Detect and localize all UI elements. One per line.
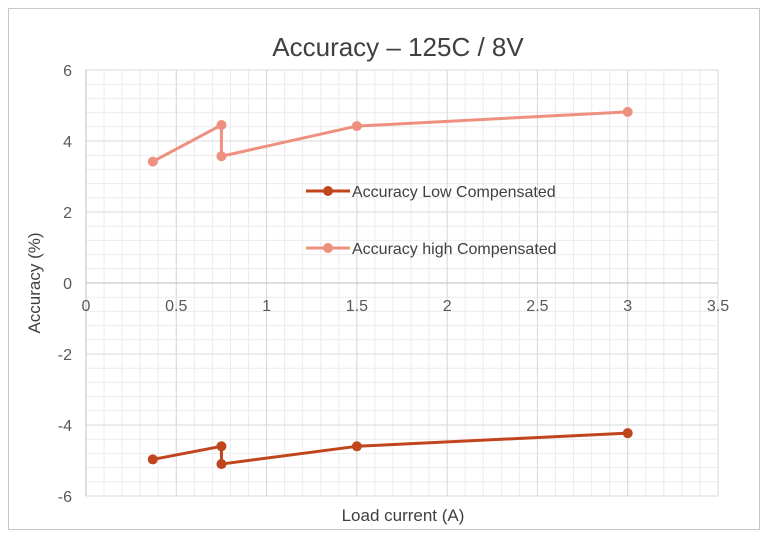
legend: Accuracy Low Compensated Accuracy high Co… (306, 184, 557, 258)
data-point (351, 121, 362, 132)
tick-labels: -6 -4 -2 0 2 4 6 0 0.5 1 1.5 2 2.5 3 3.5 (58, 63, 729, 506)
data-point (216, 459, 227, 470)
data-point (622, 106, 633, 117)
series-high-compensated (147, 106, 633, 167)
x-tick-label: 0.5 (165, 298, 187, 315)
axes (85, 70, 718, 496)
y-tick-label: -6 (58, 489, 72, 506)
x-tick-label: 0 (82, 298, 91, 315)
legend-swatch-marker (323, 186, 333, 196)
data-point (216, 441, 227, 452)
x-tick-label: 3.5 (707, 298, 729, 315)
legend-label: Accuracy Low Compensated (352, 184, 556, 201)
data-point (622, 428, 633, 439)
x-tick-label: 1.5 (346, 298, 368, 315)
x-tick-label: 2.5 (526, 298, 548, 315)
data-point (147, 156, 158, 167)
data-point (147, 454, 158, 465)
data-point (216, 151, 227, 162)
series (147, 106, 633, 470)
y-tick-label: 4 (63, 134, 72, 151)
y-tick-label: 2 (63, 205, 72, 222)
series-low-compensated (147, 428, 633, 470)
legend-item: Accuracy high Compensated (306, 241, 557, 258)
data-point (216, 120, 227, 131)
x-tick-label: 1 (262, 298, 271, 315)
data-point (351, 441, 362, 452)
y-axis-title: Accuracy (%) (25, 232, 44, 333)
chart-title: Accuracy – 125C / 8V (272, 32, 524, 62)
legend-label: Accuracy high Compensated (352, 241, 557, 258)
y-tick-label: -4 (58, 418, 72, 435)
y-tick-label: 6 (63, 63, 72, 80)
x-tick-label: 2 (443, 298, 452, 315)
y-tick-label: 0 (63, 276, 72, 293)
legend-swatch-marker (323, 243, 333, 253)
legend-item: Accuracy Low Compensated (306, 184, 556, 201)
y-tick-label: -2 (58, 347, 72, 364)
x-tick-label: 3 (623, 298, 632, 315)
x-axis-title: Load current (A) (342, 506, 465, 525)
